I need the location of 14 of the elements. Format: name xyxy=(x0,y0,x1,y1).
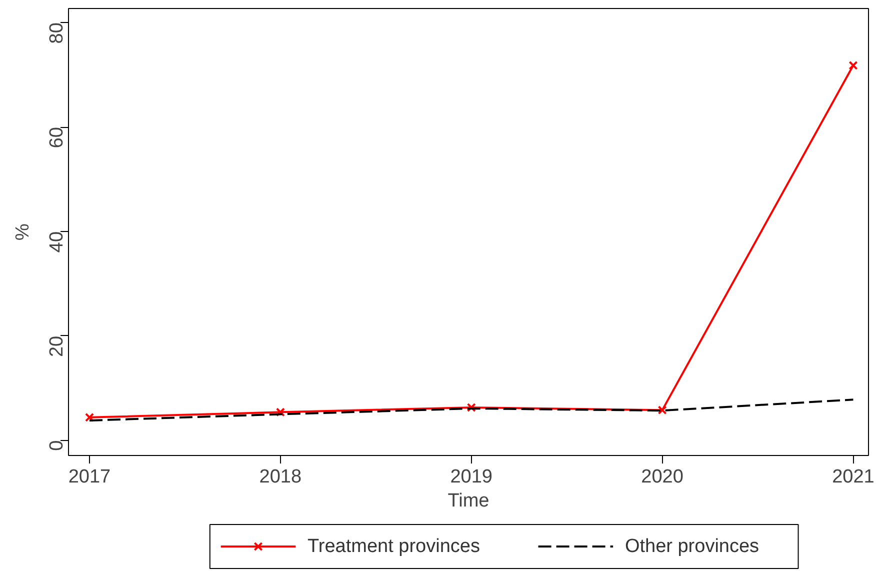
x-tick-label: 2021 xyxy=(832,466,874,488)
y-tick-label: 0 xyxy=(46,440,68,451)
y-tick-label: 80 xyxy=(46,22,68,44)
legend-label: Treatment provinces xyxy=(307,536,480,557)
x-tick-label: 2020 xyxy=(641,466,684,488)
y-tick-label: 40 xyxy=(46,231,68,253)
y-axis-title: % xyxy=(12,223,34,240)
x-tick-label: 2019 xyxy=(450,466,493,488)
x-axis-title: Time xyxy=(448,490,490,512)
y-tick-label: 60 xyxy=(46,127,68,148)
legend-label: Other provinces xyxy=(624,536,760,557)
x-tick-label: 2017 xyxy=(68,466,111,488)
y-tick-label: 20 xyxy=(46,336,68,358)
x-tick-label: 2018 xyxy=(259,466,302,488)
